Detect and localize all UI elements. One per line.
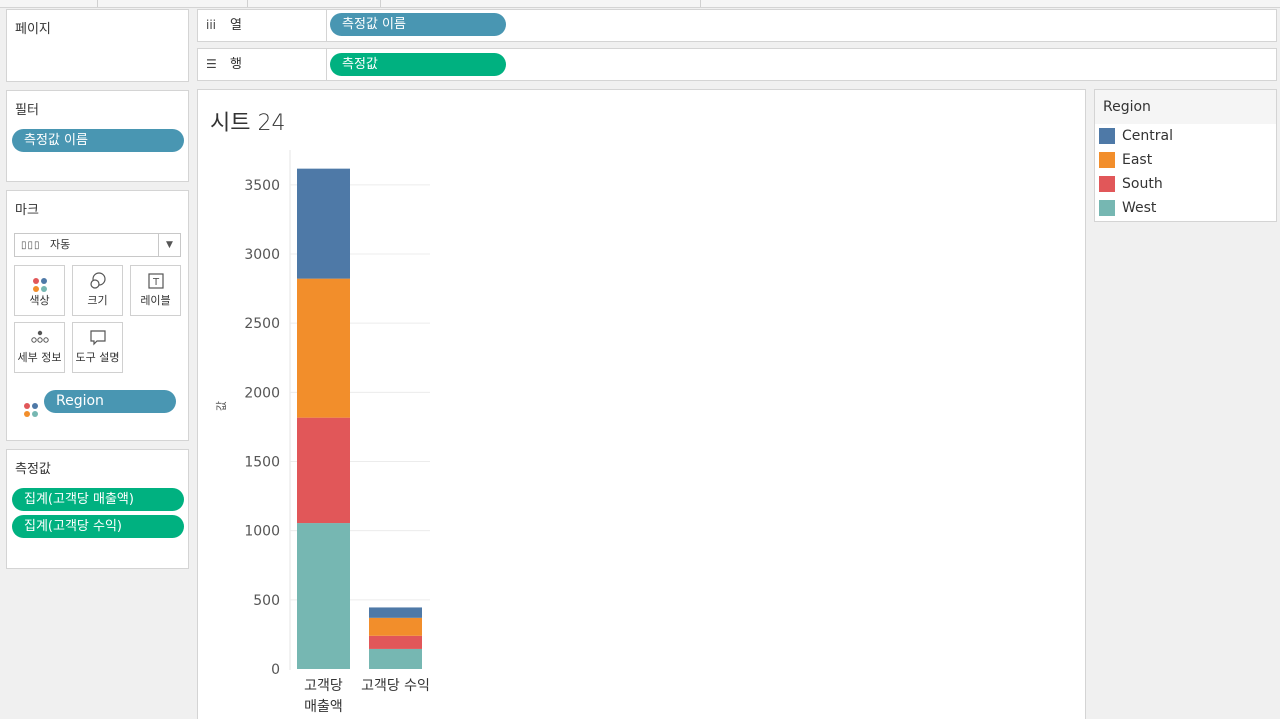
columns-shelf[interactable]: iii 열 측정값 이름 <box>197 9 1277 42</box>
size-circles-icon <box>73 266 122 292</box>
bar-segment <box>297 417 350 524</box>
mark-type-dropdown[interactable]: ▯▯▯ 자동 ▼ <box>14 233 181 257</box>
measures-card: 측정값 집계(고객당 매출액) 집계(고객당 수익) <box>6 449 189 569</box>
legend-item-east[interactable]: East <box>1095 148 1276 172</box>
pages-title: 페이지 <box>15 22 51 37</box>
legend-item-west[interactable]: West <box>1095 196 1276 220</box>
y-tick-label: 1500 <box>244 455 280 471</box>
bar-segment <box>297 523 350 669</box>
y-tick-label: 500 <box>253 593 280 609</box>
detail-dots-icon <box>15 323 64 349</box>
x-category-label: 매출액 <box>304 699 343 715</box>
rows-icon: ☰ <box>206 57 217 71</box>
bar-segment <box>369 617 422 636</box>
columns-icon: iii <box>206 18 217 32</box>
rows-pill-measure-values[interactable]: 측정값 <box>330 53 506 76</box>
filter-pill-measure-names[interactable]: 측정값 이름 <box>12 129 184 152</box>
tooltip-button[interactable]: 도구 설명 <box>72 322 123 373</box>
legend-title: Region <box>1095 90 1276 124</box>
size-button-label: 크기 <box>87 294 108 307</box>
measures-title: 측정값 <box>15 462 51 477</box>
detail-button[interactable]: 세부 정보 <box>14 322 65 373</box>
bar-segment <box>369 635 422 649</box>
color-field-pill-region[interactable]: Region <box>44 390 176 413</box>
color-dots-icon <box>15 266 64 292</box>
bar-segment <box>369 648 422 669</box>
y-tick-label: 1000 <box>244 524 280 540</box>
y-tick-label: 2500 <box>244 316 280 332</box>
size-button[interactable]: 크기 <box>72 265 123 316</box>
x-category-label: 고객당 수익 <box>361 678 430 694</box>
detail-button-label: 세부 정보 <box>17 351 62 364</box>
label-button[interactable]: T 레이블 <box>130 265 181 316</box>
text-label-icon: T <box>131 266 180 292</box>
legend-swatch <box>1099 128 1115 144</box>
bar-segment <box>369 607 422 618</box>
y-tick-label: 2000 <box>244 385 280 401</box>
measure-pill-sales-per-customer[interactable]: 집계(고객당 매출액) <box>12 488 184 511</box>
legend-item-central[interactable]: Central <box>1095 124 1276 148</box>
sheet-title: 시트 24 <box>210 111 286 136</box>
pages-card[interactable]: 페이지 <box>6 9 189 82</box>
bar-segment <box>297 278 350 418</box>
color-button-label: 색상 <box>29 294 50 307</box>
rows-shelf-label: ☰ 행 <box>198 49 327 80</box>
y-axis-title: 값 <box>215 401 228 411</box>
top-tab-strip <box>0 0 1280 8</box>
marks-title: 마크 <box>15 203 39 218</box>
color-button[interactable]: 색상 <box>14 265 65 316</box>
columns-shelf-label: iii 열 <box>198 10 327 41</box>
legend-swatch <box>1099 152 1115 168</box>
tooltip-bubble-icon <box>73 323 122 349</box>
label-button-label: 레이블 <box>140 294 171 307</box>
svg-text:T: T <box>151 277 159 288</box>
filters-card[interactable]: 필터 측정값 이름 <box>6 90 189 182</box>
legend-swatch <box>1099 176 1115 192</box>
mark-type-value: 자동 <box>50 238 71 251</box>
bar-segment <box>297 168 350 279</box>
rows-shelf[interactable]: ☰ 행 측정값 <box>197 48 1277 81</box>
y-tick-label: 3000 <box>244 247 280 263</box>
filters-title: 필터 <box>15 103 39 118</box>
marks-card: 마크 ▯▯▯ 자동 ▼ 색상 크기 T 레이블 세부 정보 도구 설명 <box>6 190 189 441</box>
measure-pill-profit-per-customer[interactable]: 집계(고객당 수익) <box>12 515 184 538</box>
bar-mark-icon: ▯▯▯ <box>21 240 41 251</box>
legend-swatch <box>1099 200 1115 216</box>
columns-pill-measure-names[interactable]: 측정값 이름 <box>330 13 506 36</box>
legend-item-south[interactable]: South <box>1095 172 1276 196</box>
y-tick-label: 3500 <box>244 178 280 194</box>
y-tick-label: 0 <box>271 662 280 678</box>
chevron-down-icon[interactable]: ▼ <box>158 234 180 256</box>
tooltip-button-label: 도구 설명 <box>75 351 120 364</box>
x-category-label: 고객당 <box>304 678 343 694</box>
color-field-icon <box>24 394 38 417</box>
region-legend[interactable]: Region Central East South West <box>1094 89 1277 222</box>
